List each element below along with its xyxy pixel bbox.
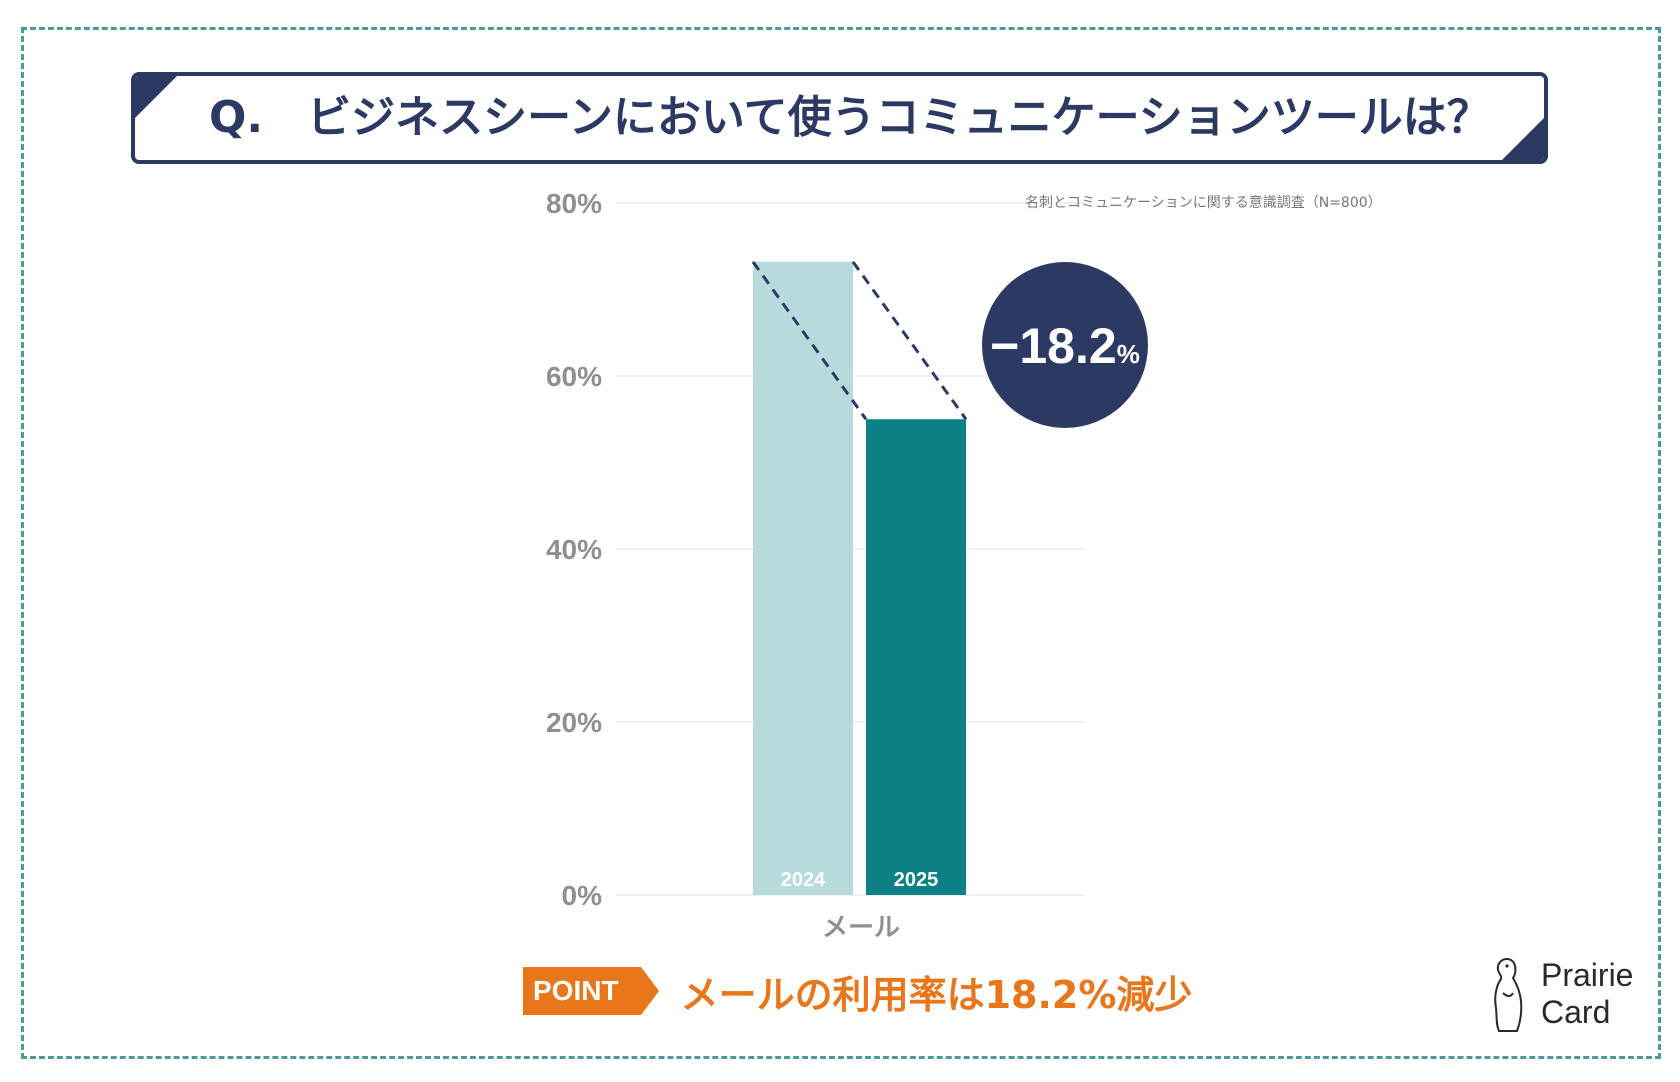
connector-line-left	[751, 260, 868, 421]
point-text: メールの利用率は18.2%減少	[680, 972, 1193, 1017]
question-prefix: Q.	[209, 92, 264, 143]
change-value: −18.2	[990, 318, 1117, 374]
page-title: Q. ビジネスシーンにおいて使うコミュニケーションツールは？	[209, 76, 1491, 160]
bar-2024	[753, 261, 853, 895]
change-badge-text: −18.2%	[990, 318, 1140, 374]
dashed-frame	[21, 27, 1661, 1059]
question-banner: Q. ビジネスシーンにおいて使うコミュニケーションツールは？	[131, 72, 1548, 164]
logo-line-2: Card	[1541, 994, 1611, 1030]
prairie-card-logo: Prairie Card	[1487, 953, 1657, 1037]
logo-wordmark: Prairie Card	[1541, 957, 1633, 1031]
connector-line-right	[851, 260, 968, 421]
bar-label-2025: 2025	[894, 869, 939, 891]
y-tick-label: 0%	[562, 880, 603, 911]
logo-line-1: Prairie	[1541, 957, 1634, 993]
change-badge: −18.2%	[982, 262, 1148, 428]
banner-corner-bottom-right	[1502, 118, 1544, 160]
x-axis-category-label: メール	[822, 913, 900, 943]
y-tick-label: 20%	[546, 707, 602, 738]
point-summary: POINT メールの利用率は18.2%減少	[523, 966, 1193, 1017]
prairie-dog-icon	[1494, 957, 1523, 1032]
banner-corner-top-left	[135, 76, 177, 118]
question-text: ビジネスシーンにおいて使うコミュニケーションツールは？	[307, 92, 1491, 143]
chart-source-note: 名刺とコミュニケーションに関する意識調査（N=800）	[1025, 194, 1382, 211]
bar-label-2024: 2024	[781, 869, 826, 891]
bar-2025	[866, 419, 966, 895]
change-unit: %	[1117, 339, 1140, 369]
bars: 2024 2025	[753, 261, 966, 895]
change-badge-circle	[982, 262, 1148, 428]
y-tick-label: 40%	[546, 534, 602, 565]
point-badge: POINT	[523, 967, 659, 1015]
y-axis-ticks: 0% 20% 40% 60% 80%	[546, 188, 602, 911]
change-connector	[751, 260, 968, 421]
y-tick-label: 80%	[546, 188, 602, 219]
y-tick-label: 60%	[546, 361, 602, 392]
